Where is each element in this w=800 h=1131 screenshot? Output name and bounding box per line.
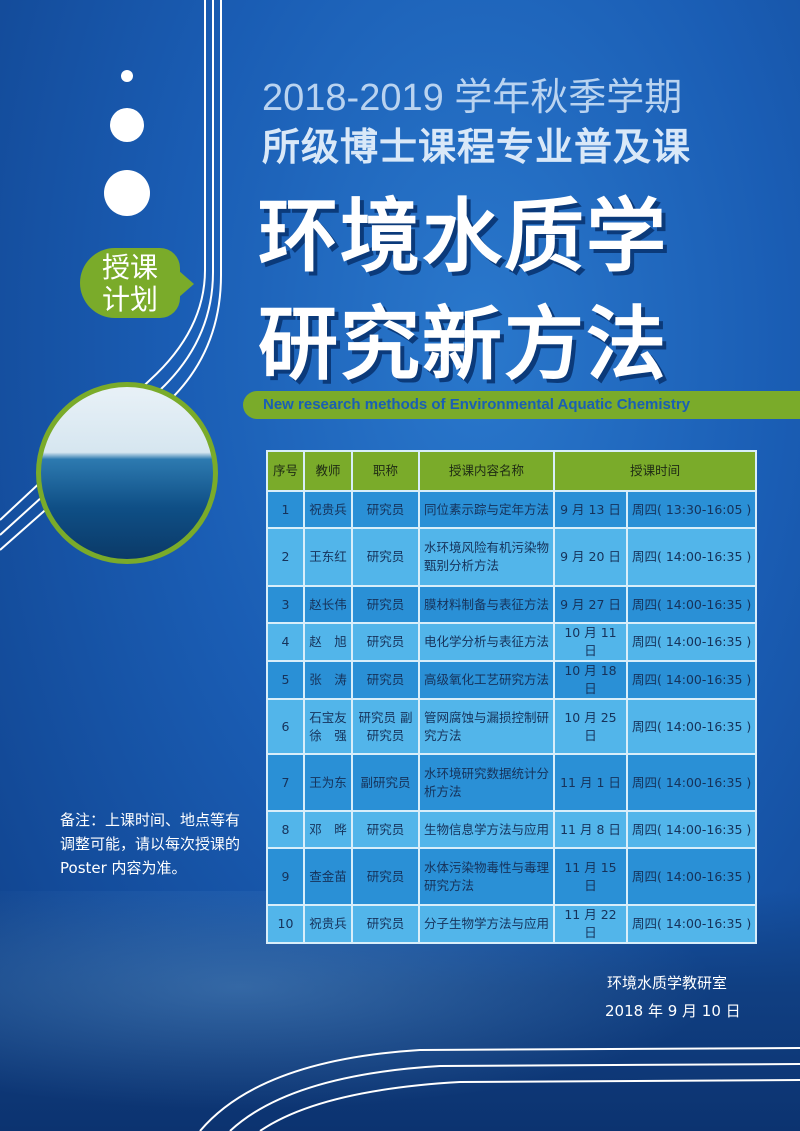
cell-number: 7 [266,753,305,812]
cell-content: 同位素示踪与定年方法 [418,490,555,529]
course-type: 所级博士课程专业普及课 [262,125,692,169]
cell-date: 11 月 1 日 [553,753,628,812]
col-header: 教师 [303,450,353,492]
table-row: 2 王东红 研究员 水环境风险有机污染物甄别分析方法 9 月 20 日周四( 14:00… [266,527,758,587]
main-title-line2: 研究新方法 [258,298,668,391]
cell-title: 研究员 副研究员 [351,698,420,755]
table-row: 6 石宝友 徐 强研究员 副研究员 管网腐蚀与漏损控制研究方法 10 月 25 日周四… [266,698,758,755]
main-title-line1: 环境水质学 [258,190,668,283]
bubble-dot [110,108,144,142]
cell-number: 5 [266,660,305,700]
cell-number: 6 [266,698,305,755]
cell-time: 周四( 14:00-16:35 ) [625,585,758,624]
organizer: 环境水质学教研室 [607,974,728,992]
cell-time: 周四( 13:30-16:05 ) [625,490,758,529]
cell-time: 周四( 14:00-16:35 ) [625,810,758,849]
cell-date: 10 月 25 日 [553,698,628,755]
cell-teacher: 王东红 [303,527,353,587]
cell-teacher: 王为东 [303,753,353,812]
cell-content: 电化学分析与表征方法 [418,622,555,662]
cell-title: 研究员 [351,490,420,529]
cell-time: 周四( 14:00-16:35 ) [625,527,758,587]
cell-date: 11 月 15 日 [553,847,628,906]
cell-content: 水环境风险有机污染物甄别分析方法 [418,527,555,587]
cell-date: 11 月 22 日 [553,904,628,944]
cell-number: 10 [266,904,305,944]
cell-time: 周四( 14:00-16:35 ) [625,753,758,812]
col-header: 授课时间 [552,450,758,492]
english-subtitle-band: New research methods of Environmental Aq… [243,391,800,419]
cell-number: 9 [266,847,305,906]
bubble-dot [121,70,133,82]
cell-date: 9 月 13 日 [553,490,628,529]
cell-time: 周四( 14:00-16:35 ) [625,698,758,755]
cell-number: 1 [266,490,305,529]
cell-content: 分子生物学方法与应用 [418,904,555,944]
cell-teacher: 赵长伟 [303,585,353,624]
cell-time: 周四( 14:00-16:35 ) [625,847,758,906]
cell-content: 生物信息学方法与应用 [418,810,555,849]
cell-content: 管网腐蚀与漏损控制研究方法 [418,698,555,755]
cell-date: 11 月 8 日 [553,810,628,849]
cell-teacher: 石宝友 徐 强 [303,698,353,755]
english-subtitle: New research methods of Environmental Aq… [263,396,691,413]
cell-number: 3 [266,585,305,624]
col-header: 职称 [351,450,420,492]
cell-number: 4 [266,622,305,662]
note: 备注：上课时间、地点等有调整可能，请以每次授课的 Poster 内容为准。 [60,811,241,877]
cell-time: 周四( 14:00-16:35 ) [625,622,758,662]
cell-time: 周四( 14:00-16:35 ) [625,904,758,944]
table-row: 9 查金苗 研究员 水体污染物毒性与毒理研究方法 11 月 15 日周四( 14:00-… [266,847,758,906]
semester-title: 2018-2019 学年秋季学期 [262,77,683,119]
col-header: 序号 [266,450,305,492]
cell-teacher: 查金苗 [303,847,353,906]
cell-date: 10 月 11 日 [553,622,628,662]
cell-content: 膜材料制备与表征方法 [418,585,555,624]
cell-date: 10 月 18 日 [553,660,628,700]
cell-teacher: 邓 晔 [303,810,353,849]
cell-date: 9 月 27 日 [553,585,628,624]
cell-content: 水环境研究数据统计分析方法 [418,753,555,812]
schedule-table: 序号 教师 职称 授课内容名称 授课时间 1 祝贵兵 研究员 同位素示踪与定年方法 9 … [266,450,758,944]
cell-date: 9 月 20 日 [553,527,628,587]
cell-teacher: 张 涛 [303,660,353,700]
cell-content: 高级氧化工艺研究方法 [418,660,555,700]
cell-teacher: 赵 旭 [303,622,353,662]
cell-title: 研究员 [351,660,420,700]
cell-title: 研究员 [351,810,420,849]
cell-number: 2 [266,527,305,587]
cell-teacher: 祝贵兵 [303,490,353,529]
cell-teacher: 祝贵兵 [303,904,353,944]
table-row: 10 祝贵兵 研究员 分子生物学方法与应用 11 月 22 日周四( 14:00-16:… [266,904,758,944]
cell-title: 研究员 [351,622,420,662]
cell-title: 研究员 [351,585,420,624]
issue-date: 2018 年 9 月 10 日 [605,1002,741,1020]
cell-title: 副研究员 [351,753,420,812]
cell-content: 水体污染物毒性与毒理研究方法 [418,847,555,906]
bubble-dot [104,170,150,216]
table-row: 7 王为东 副研究员 水环境研究数据统计分析方法 11 月 1 日周四( 14:00-1… [266,753,758,812]
water-photo [36,382,218,564]
cell-title: 研究员 [351,527,420,587]
table-row: 3 赵长伟 研究员 膜材料制备与表征方法 9 月 27 日周四( 14:00-16:35… [266,585,758,624]
cell-time: 周四( 14:00-16:35 ) [625,660,758,700]
schedule-badge: 授课 计划 [80,248,194,318]
cell-number: 8 [266,810,305,849]
cell-title: 研究员 [351,847,420,906]
cell-title: 研究员 [351,904,420,944]
table-row: 1 祝贵兵 研究员 同位素示踪与定年方法 9 月 13 日周四( 13:30-16:05… [266,490,758,529]
col-header: 授课内容名称 [418,450,555,492]
